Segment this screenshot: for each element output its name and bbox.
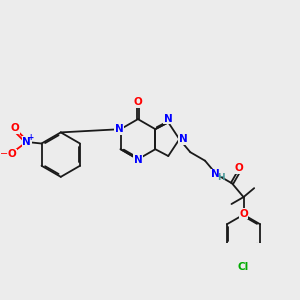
Text: N: N — [22, 137, 31, 147]
Text: N: N — [134, 155, 142, 165]
Text: N: N — [179, 134, 188, 144]
Text: O: O — [134, 98, 142, 107]
Text: N: N — [164, 114, 173, 124]
Text: N: N — [211, 169, 220, 179]
Text: N: N — [115, 124, 123, 134]
Text: H: H — [217, 173, 225, 182]
Text: O: O — [11, 123, 20, 134]
Text: Cl: Cl — [238, 262, 249, 272]
Text: O: O — [239, 209, 248, 219]
Text: +: + — [28, 133, 34, 142]
Text: O: O — [8, 149, 16, 159]
Text: O: O — [234, 164, 243, 173]
Text: −: − — [0, 149, 8, 159]
